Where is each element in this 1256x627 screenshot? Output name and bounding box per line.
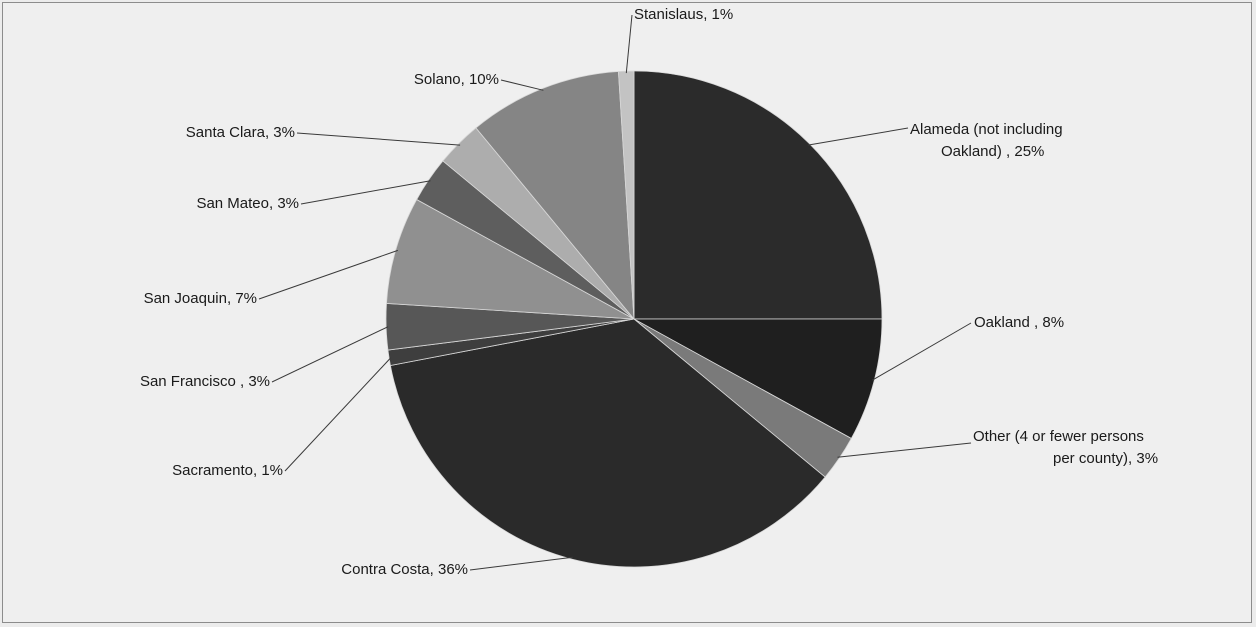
slice-label-line: Alameda (not including xyxy=(910,121,1063,138)
slice-label-alameda-not-including-oakland-25: Alameda (not including Oakland) , 25% xyxy=(910,121,1063,160)
leader-line-stanislaus-1 xyxy=(625,14,633,74)
labels-layer: Alameda (not including Oakland) , 25% Oakl… xyxy=(140,6,1158,578)
pie-slice-alameda-not-including-oakland-25 xyxy=(633,70,883,320)
leaders-layer xyxy=(258,14,972,571)
leader-line-contra-costa-36 xyxy=(469,556,573,571)
pie-slice-contra-costa-36 xyxy=(389,318,826,568)
slice-label-contra-costa-36: Contra Costa, 36% xyxy=(341,561,468,578)
leader-line-alameda-not-including-oakland-25 xyxy=(807,127,909,146)
slice-label-line: Santa Clara, 3% xyxy=(186,124,295,141)
pie-slice-oakland-8 xyxy=(633,318,883,440)
slice-label-san-mateo-3: San Mateo, 3% xyxy=(196,195,299,212)
leader-line-san-francisco-3 xyxy=(271,326,389,383)
slice-label-santa-clara-3: Santa Clara, 3% xyxy=(186,124,295,141)
leader-line-san-mateo-3 xyxy=(300,180,431,205)
slice-label-other-4-or-fewer-persons-per-county-3: Other (4 or fewer persons per county), 3% xyxy=(973,428,1158,467)
slice-label-sacramento-1: Sacramento, 1% xyxy=(172,462,283,479)
slice-label-san-joaquin-7: San Joaquin, 7% xyxy=(144,290,257,307)
slice-label-line: Stanislaus, 1% xyxy=(634,6,733,23)
pie-slice-solano-10 xyxy=(475,71,635,321)
slice-label-line: San Mateo, 3% xyxy=(196,195,299,212)
pie-chart: Alameda (not including Oakland) , 25% Oakl… xyxy=(140,6,1158,578)
slice-label-line: San Francisco , 3% xyxy=(140,373,270,390)
leader-line-oakland-8 xyxy=(872,322,972,381)
leader-line-santa-clara-3 xyxy=(296,132,461,146)
slice-label-oakland-8: Oakland , 8% xyxy=(974,314,1064,331)
slice-label-line: Other (4 or fewer persons xyxy=(973,428,1144,445)
slice-label-line: Contra Costa, 36% xyxy=(341,561,468,578)
leader-line-solano-10 xyxy=(500,79,544,91)
slice-label-line: Sacramento, 1% xyxy=(172,462,283,479)
slices-layer xyxy=(385,70,883,568)
slice-label-line: Solano, 10% xyxy=(414,71,499,88)
slice-label-line: per county), 3% xyxy=(1053,450,1158,467)
leader-line-sacramento-1 xyxy=(284,357,392,472)
slice-label-line: Oakland) , 25% xyxy=(941,143,1044,160)
slice-label-line: San Joaquin, 7% xyxy=(144,290,257,307)
slice-label-san-francisco-3: San Francisco , 3% xyxy=(140,373,270,390)
slice-label-line: Oakland , 8% xyxy=(974,314,1064,331)
slice-label-solano-10: Solano, 10% xyxy=(414,71,499,88)
leader-line-other-4-or-fewer-persons-per-county-3 xyxy=(837,442,972,458)
slice-label-stanislaus-1: Stanislaus, 1% xyxy=(634,6,733,23)
leader-line-san-joaquin-7 xyxy=(258,249,398,300)
pie-slice-san-joaquin-7 xyxy=(386,198,635,320)
